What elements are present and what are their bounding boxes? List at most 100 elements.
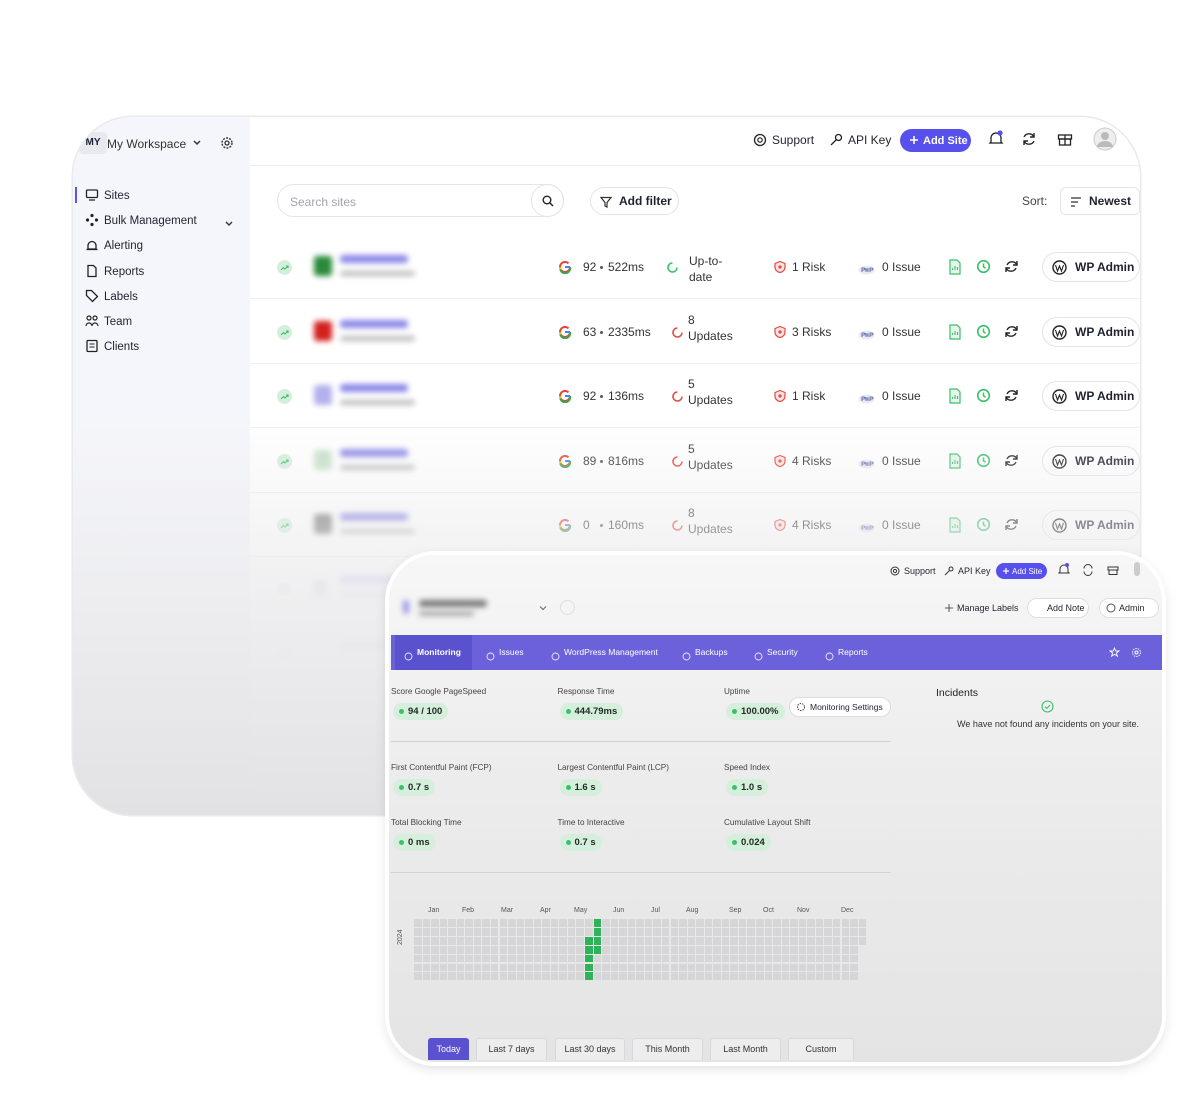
nav-item[interactable]: Alerting <box>104 240 143 253</box>
search-box[interactable]: Search sites <box>277 184 564 217</box>
response-time: 136ms <box>608 389 645 403</box>
open-site-button[interactable] <box>560 600 575 615</box>
day-cell <box>542 945 550 954</box>
day-cell <box>773 954 781 963</box>
refresh-icon[interactable] <box>1082 564 1094 576</box>
day-cell <box>738 963 747 972</box>
day-cell <box>576 954 584 963</box>
support-link[interactable]: Support <box>904 566 936 576</box>
tab[interactable]: Backups <box>695 647 728 657</box>
wp-icon <box>1052 324 1067 345</box>
support-icon <box>753 133 767 147</box>
day-cell <box>456 927 465 936</box>
day-cell <box>696 972 704 981</box>
site-row[interactable]: 63 2335ms 8 Updates 3 Risks 0 Issue WP Admin <box>250 300 1140 364</box>
nav-item[interactable]: Bulk Management <box>104 215 197 228</box>
day-cell <box>661 927 670 936</box>
bell-icon[interactable] <box>988 130 1004 148</box>
key-icon <box>830 133 843 146</box>
add-site-button[interactable]: Add Site <box>900 129 971 152</box>
tab[interactable]: Monitoring <box>417 647 461 657</box>
range-button[interactable]: Custom <box>788 1038 854 1060</box>
search-button[interactable] <box>531 184 564 217</box>
settings-icon[interactable] <box>220 136 234 150</box>
php-icon-svg <box>858 265 875 275</box>
bell-icon[interactable] <box>1058 563 1070 576</box>
day-cell <box>747 927 755 936</box>
day-cell <box>465 954 473 963</box>
nav-item[interactable]: Reports <box>104 265 145 278</box>
day-cell <box>567 927 576 936</box>
add-site-button[interactable]: Add Site <box>996 563 1047 579</box>
nav-item[interactable]: Team <box>104 316 133 328</box>
day-cell <box>619 963 627 972</box>
updates-icon <box>671 390 684 408</box>
day-cell <box>533 936 542 945</box>
day-cell <box>490 963 499 972</box>
year-label: 2024 <box>397 929 404 945</box>
range-button[interactable]: Today <box>428 1038 469 1060</box>
day-cell <box>482 954 490 963</box>
site-name <box>340 384 408 392</box>
add-note-button[interactable]: Add Note <box>1027 598 1089 618</box>
day-cell <box>730 936 738 945</box>
sort-button[interactable]: Newest <box>1060 187 1140 215</box>
api-key-link[interactable]: API Key <box>848 133 892 147</box>
php-issues: 0 Issue <box>882 260 921 274</box>
monitoring-settings-button[interactable]: Monitoring Settings <box>789 697 891 717</box>
day-cell <box>696 945 704 954</box>
day-cell <box>773 936 781 945</box>
tab[interactable]: Security <box>767 647 798 657</box>
wp-admin-button[interactable]: WP Admin <box>1042 381 1140 411</box>
day-cell <box>490 927 499 936</box>
day-cell <box>585 945 593 954</box>
tab[interactable]: WordPress Management <box>564 647 658 657</box>
wp-admin-button[interactable]: WP Admin <box>1042 316 1140 347</box>
day-cell <box>559 936 567 945</box>
api-key-link[interactable]: API Key <box>958 566 991 576</box>
day-cell <box>602 963 610 972</box>
day-cell <box>499 963 507 972</box>
range-button[interactable]: This Month <box>632 1038 703 1060</box>
day-cell <box>610 963 619 972</box>
day-cell <box>738 927 747 936</box>
month-label: Nov <box>797 907 810 914</box>
wp-admin-button[interactable]: WP Admin <box>1042 252 1140 282</box>
day-cell <box>738 972 747 981</box>
gift-icon[interactable] <box>1107 563 1119 575</box>
day-cell <box>482 927 490 936</box>
day-cell <box>602 954 610 963</box>
day-cell <box>730 954 738 963</box>
updates-icon-svg <box>672 391 683 402</box>
tab[interactable]: Issues <box>499 647 524 657</box>
day-cell <box>704 963 713 972</box>
nav-item[interactable]: Clients <box>104 341 140 354</box>
refresh-icon[interactable] <box>1021 131 1037 147</box>
tab[interactable]: Reports <box>838 647 868 657</box>
range-button[interactable]: Last Month <box>710 1038 781 1060</box>
filter-icon <box>600 196 612 208</box>
day-cell <box>508 919 516 927</box>
range-button[interactable]: Last 30 days <box>555 1038 625 1060</box>
day-cell <box>422 936 431 945</box>
admin-button[interactable]: Admin <box>1099 598 1159 618</box>
day-cell <box>807 927 815 936</box>
add-filter-button[interactable]: Add filter <box>590 187 679 215</box>
workspace-name[interactable]: My Workspace <box>107 137 187 151</box>
day-cell <box>798 954 807 963</box>
manage-labels[interactable]: Manage Labels <box>957 603 1019 613</box>
gift-icon[interactable] <box>1057 130 1073 146</box>
day-cell <box>764 972 773 981</box>
star-icon[interactable] <box>1109 647 1120 658</box>
report-icon <box>948 259 962 280</box>
nav-item[interactable]: Sites <box>104 190 130 202</box>
range-button[interactable]: Last 7 days <box>476 1038 547 1060</box>
avatar[interactable] <box>1093 127 1117 151</box>
day-cell <box>858 919 867 927</box>
day-cell <box>490 919 499 927</box>
gear-icon[interactable] <box>1131 647 1142 658</box>
day-cell <box>414 963 422 972</box>
support-link[interactable]: Support <box>772 133 815 147</box>
nav-item[interactable]: Labels <box>104 290 138 303</box>
site-row[interactable]: 92 522ms Up-to-date 1 Risk 0 Issue WP Admin <box>250 236 1140 299</box>
